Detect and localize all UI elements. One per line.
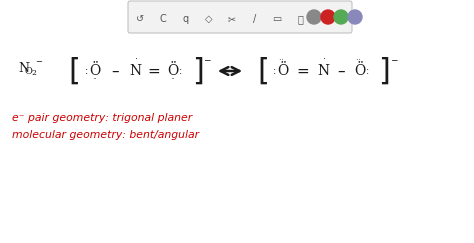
Text: ◇: ◇ xyxy=(205,14,212,24)
Text: =: = xyxy=(147,63,160,78)
Text: [: [ xyxy=(257,57,269,86)
Text: N: N xyxy=(18,61,29,75)
Text: ]: ] xyxy=(378,57,390,86)
Text: C: C xyxy=(159,14,166,24)
Text: Ö: Ö xyxy=(277,64,289,78)
Text: N: N xyxy=(317,64,329,78)
Text: N: N xyxy=(129,64,141,78)
FancyBboxPatch shape xyxy=(128,1,352,33)
Ellipse shape xyxy=(348,10,362,24)
Text: −: − xyxy=(35,58,42,67)
Text: :: : xyxy=(85,66,89,76)
Text: =: = xyxy=(297,63,310,78)
Text: 2: 2 xyxy=(31,69,36,77)
Text: ··: ·· xyxy=(356,55,364,64)
Text: ]: ] xyxy=(192,57,204,86)
Text: ✂: ✂ xyxy=(228,14,236,24)
Text: ··: ·· xyxy=(171,76,175,85)
Ellipse shape xyxy=(321,10,335,24)
Text: ·: · xyxy=(136,54,138,64)
Text: :: : xyxy=(179,66,182,76)
Text: ↺: ↺ xyxy=(136,14,144,24)
Text: /: / xyxy=(253,14,256,24)
Text: q: q xyxy=(182,14,189,24)
Text: :: : xyxy=(366,66,370,76)
Ellipse shape xyxy=(334,10,348,24)
Ellipse shape xyxy=(307,10,321,24)
Text: –: – xyxy=(337,63,345,78)
Text: molecular geometry: bent/angular: molecular geometry: bent/angular xyxy=(12,130,199,140)
Text: ··: ·· xyxy=(92,76,97,85)
Text: –: – xyxy=(111,63,119,78)
Text: e⁻ pair geometry: trigonal planer: e⁻ pair geometry: trigonal planer xyxy=(12,113,192,123)
Text: Ö: Ö xyxy=(167,64,179,78)
Text: Ö: Ö xyxy=(355,64,365,78)
Text: Ö: Ö xyxy=(90,64,100,78)
Text: ▭: ▭ xyxy=(273,14,282,24)
Text: ⬛: ⬛ xyxy=(297,14,303,24)
Text: −: − xyxy=(203,55,210,64)
Text: ··: ·· xyxy=(280,55,287,64)
Text: −: − xyxy=(390,55,398,64)
Text: [: [ xyxy=(68,57,80,86)
Text: :: : xyxy=(273,66,277,76)
Text: O: O xyxy=(25,67,33,76)
Text: ·: · xyxy=(323,54,327,64)
